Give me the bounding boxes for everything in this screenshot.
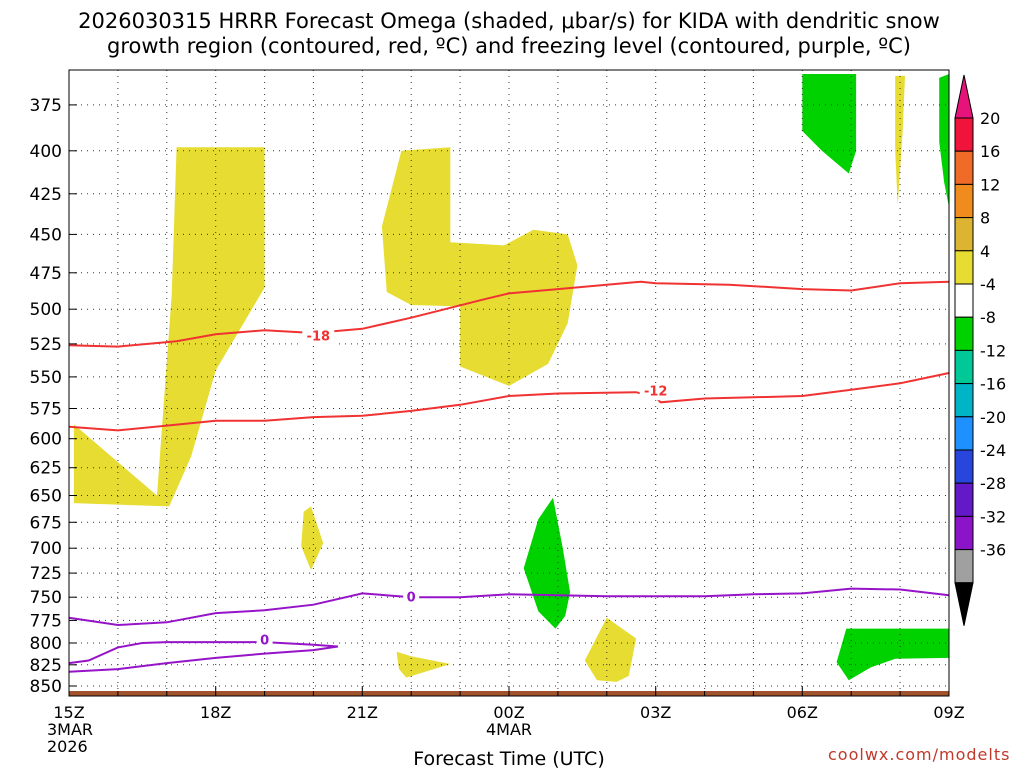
y-tick-label: 375: [30, 96, 62, 116]
omega-region-6: [523, 497, 571, 629]
contour-label: -12: [644, 385, 668, 400]
y-tick-label: 675: [30, 513, 62, 533]
y-tick-label: 550: [30, 368, 62, 388]
colorbar-label: 8: [980, 209, 990, 228]
y-tick-label: 850: [30, 677, 62, 697]
colorbar-swatch: [954, 482, 974, 517]
y-tick-label: 700: [30, 539, 62, 559]
colorbar-swatch: [954, 217, 974, 252]
colorbar-swatch: [954, 250, 974, 285]
colorbar-swatch: [954, 449, 974, 484]
contour-line-0: [68, 280, 950, 348]
x-tick-label: 21Z: [347, 703, 378, 722]
y-tick-label: 425: [30, 185, 62, 205]
colorbar-label: -8: [980, 308, 996, 327]
colorbar-label: -32: [980, 507, 1006, 526]
colorbar-swatch: [954, 515, 974, 551]
x-date-label: 4MAR: [486, 720, 532, 739]
omega-region-5: [895, 75, 905, 206]
y-tick-label: 525: [30, 335, 62, 355]
colorbar-legend: 20 16 12 8 4 -4 -8 -12 -16 -20 -24 -28 -32 -36: [954, 74, 1006, 626]
chart-title-line1: 2026030315 HRRR Forecast Omega (shaded, …: [78, 9, 940, 33]
y-tick-label: 625: [30, 459, 62, 479]
colorbar-label: 4: [980, 242, 990, 261]
y-tick-label: 400: [30, 142, 62, 162]
contour-label: -18: [307, 330, 331, 345]
y-tick-label: 500: [30, 300, 62, 320]
plot-grid: [68, 70, 950, 696]
omega-shading: [73, 74, 949, 682]
omega-region-2: [301, 506, 324, 571]
colorbar-bottom-arrow: [954, 582, 974, 626]
y-tick-label: 450: [30, 225, 62, 245]
colorbar-top-arrow: [954, 74, 974, 119]
omega-region-9: [836, 628, 949, 681]
colorbar-label: -24: [980, 441, 1006, 460]
y-tick-label: 825: [30, 656, 62, 676]
x-tick-label: 15Z: [53, 703, 84, 722]
contour-label-bg: [403, 590, 420, 607]
contour-line-3: [68, 641, 339, 673]
y-tick-label: 775: [30, 611, 62, 631]
colorbar-label: -12: [980, 341, 1006, 360]
omega-region-4: [584, 617, 637, 682]
colorbar-label: 12: [980, 175, 1000, 194]
y-tick-label: 475: [30, 264, 62, 284]
colorbar-label: -20: [980, 408, 1006, 427]
colorbar-label: 20: [980, 109, 1000, 128]
colorbar-label: -16: [980, 375, 1006, 394]
temperature-contours: -18 -12 0 0: [68, 280, 950, 673]
colorbar-label: -4: [980, 275, 996, 294]
colorbar-swatch: [954, 349, 974, 385]
contour-label-bg: [639, 384, 672, 401]
x-tick-label: 06Z: [787, 703, 818, 722]
colorbar-label: -28: [980, 474, 1006, 493]
contour-label: 0: [407, 591, 416, 606]
x-date-label: 3MAR: [47, 720, 93, 739]
x-tick-label: 18Z: [200, 703, 231, 722]
y-tick-label: 575: [30, 400, 62, 420]
contour-line-2: [68, 587, 950, 627]
colorbar-label: 16: [980, 142, 1000, 161]
colorbar-swatch: [954, 183, 974, 219]
omega-region-1: [381, 147, 578, 386]
colorbar-swatch: [954, 150, 974, 185]
y-tick-label: 725: [30, 564, 62, 584]
colorbar-swatch: [954, 117, 974, 152]
colorbar-swatch: [954, 316, 974, 351]
contour-label-bg: [302, 329, 335, 346]
colorbar-label: -36: [980, 541, 1006, 560]
x-tick-label: 00Z: [493, 703, 524, 722]
contour-label: 0: [260, 634, 269, 649]
contour-label-bg: [256, 633, 273, 650]
y-tick-label: 600: [30, 430, 62, 450]
colorbar-swatch: [954, 383, 974, 418]
omega-region-7: [802, 74, 857, 174]
colorbar-swatch: [954, 416, 974, 451]
x-tick-label: 09Z: [933, 703, 964, 722]
site-credit: coolwx.com/modelts: [828, 745, 1010, 764]
y-tick-label: 800: [30, 634, 62, 654]
colorbar-swatch: [954, 549, 974, 584]
x-date-label: 2026: [47, 737, 88, 756]
contour-line-1: [68, 372, 950, 432]
x-axis-label: Forecast Time (UTC): [413, 748, 604, 768]
y-tick-label: 750: [30, 588, 62, 608]
y-axis-pressure: 375 400 425 450 475 500 525 550 575 600 625 650 675 7…: [30, 96, 77, 697]
chart-title-line2: growth region (contoured, red, ºC) and f…: [107, 34, 911, 58]
colorbar-swatch: [954, 283, 974, 318]
omega-region-0: [73, 147, 265, 507]
y-tick-label: 650: [30, 487, 62, 507]
omega-region-8: [939, 74, 949, 208]
x-tick-label: 03Z: [640, 703, 671, 722]
